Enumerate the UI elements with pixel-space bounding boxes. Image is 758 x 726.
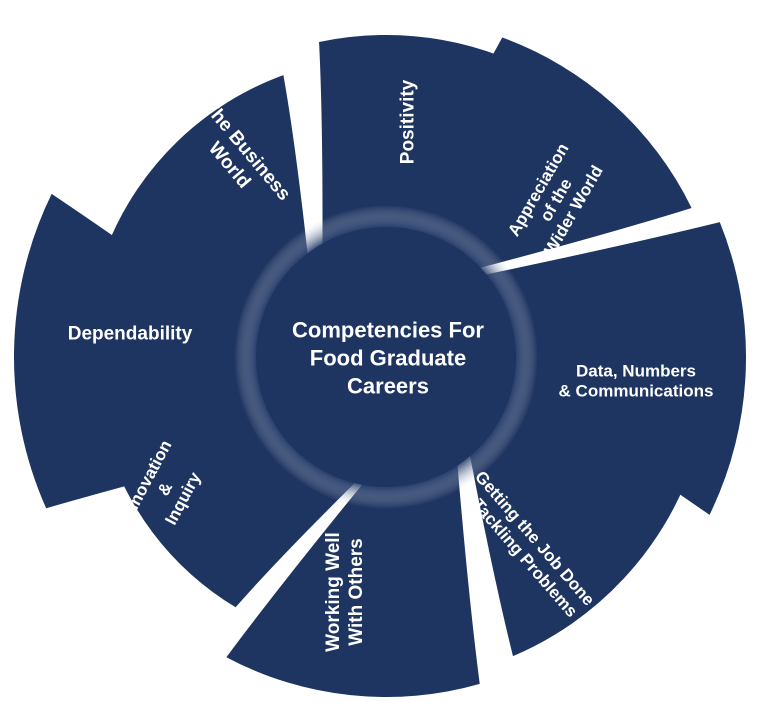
center-title-line: Competencies For	[292, 318, 484, 343]
segment-label-line: With Others	[346, 538, 367, 646]
segment-label-line: & Communications	[559, 382, 714, 401]
segment-blade-dependability	[13, 193, 300, 509]
segment-label-line: Data, Numbers	[576, 361, 696, 380]
center-title-line: Careers	[347, 374, 429, 399]
segment-label-line: Dependability	[68, 324, 193, 345]
segment-label-working-well: Working Well With Others	[323, 532, 367, 652]
segment-label-data-numbers: Data, Numbers & Communications	[559, 361, 714, 400]
center-title: Competencies For Food Graduate Careers	[292, 318, 484, 399]
segment-label-line: Positivity	[398, 79, 419, 164]
center-hub-core	[256, 227, 516, 487]
segment-blades	[13, 34, 746, 697]
segment-label-positivity: Positivity	[398, 79, 419, 164]
segment-blade-getting-job-done	[467, 354, 694, 657]
segment-label-dependability: Dependability	[68, 324, 193, 345]
center-title-line: Food Graduate	[310, 346, 466, 371]
segment-blade-data-numbers	[475, 222, 746, 515]
segment-blade-appreciation	[386, 37, 692, 271]
segment-blade-working-well	[226, 454, 480, 697]
segment-label-line: Working Well	[323, 532, 344, 652]
